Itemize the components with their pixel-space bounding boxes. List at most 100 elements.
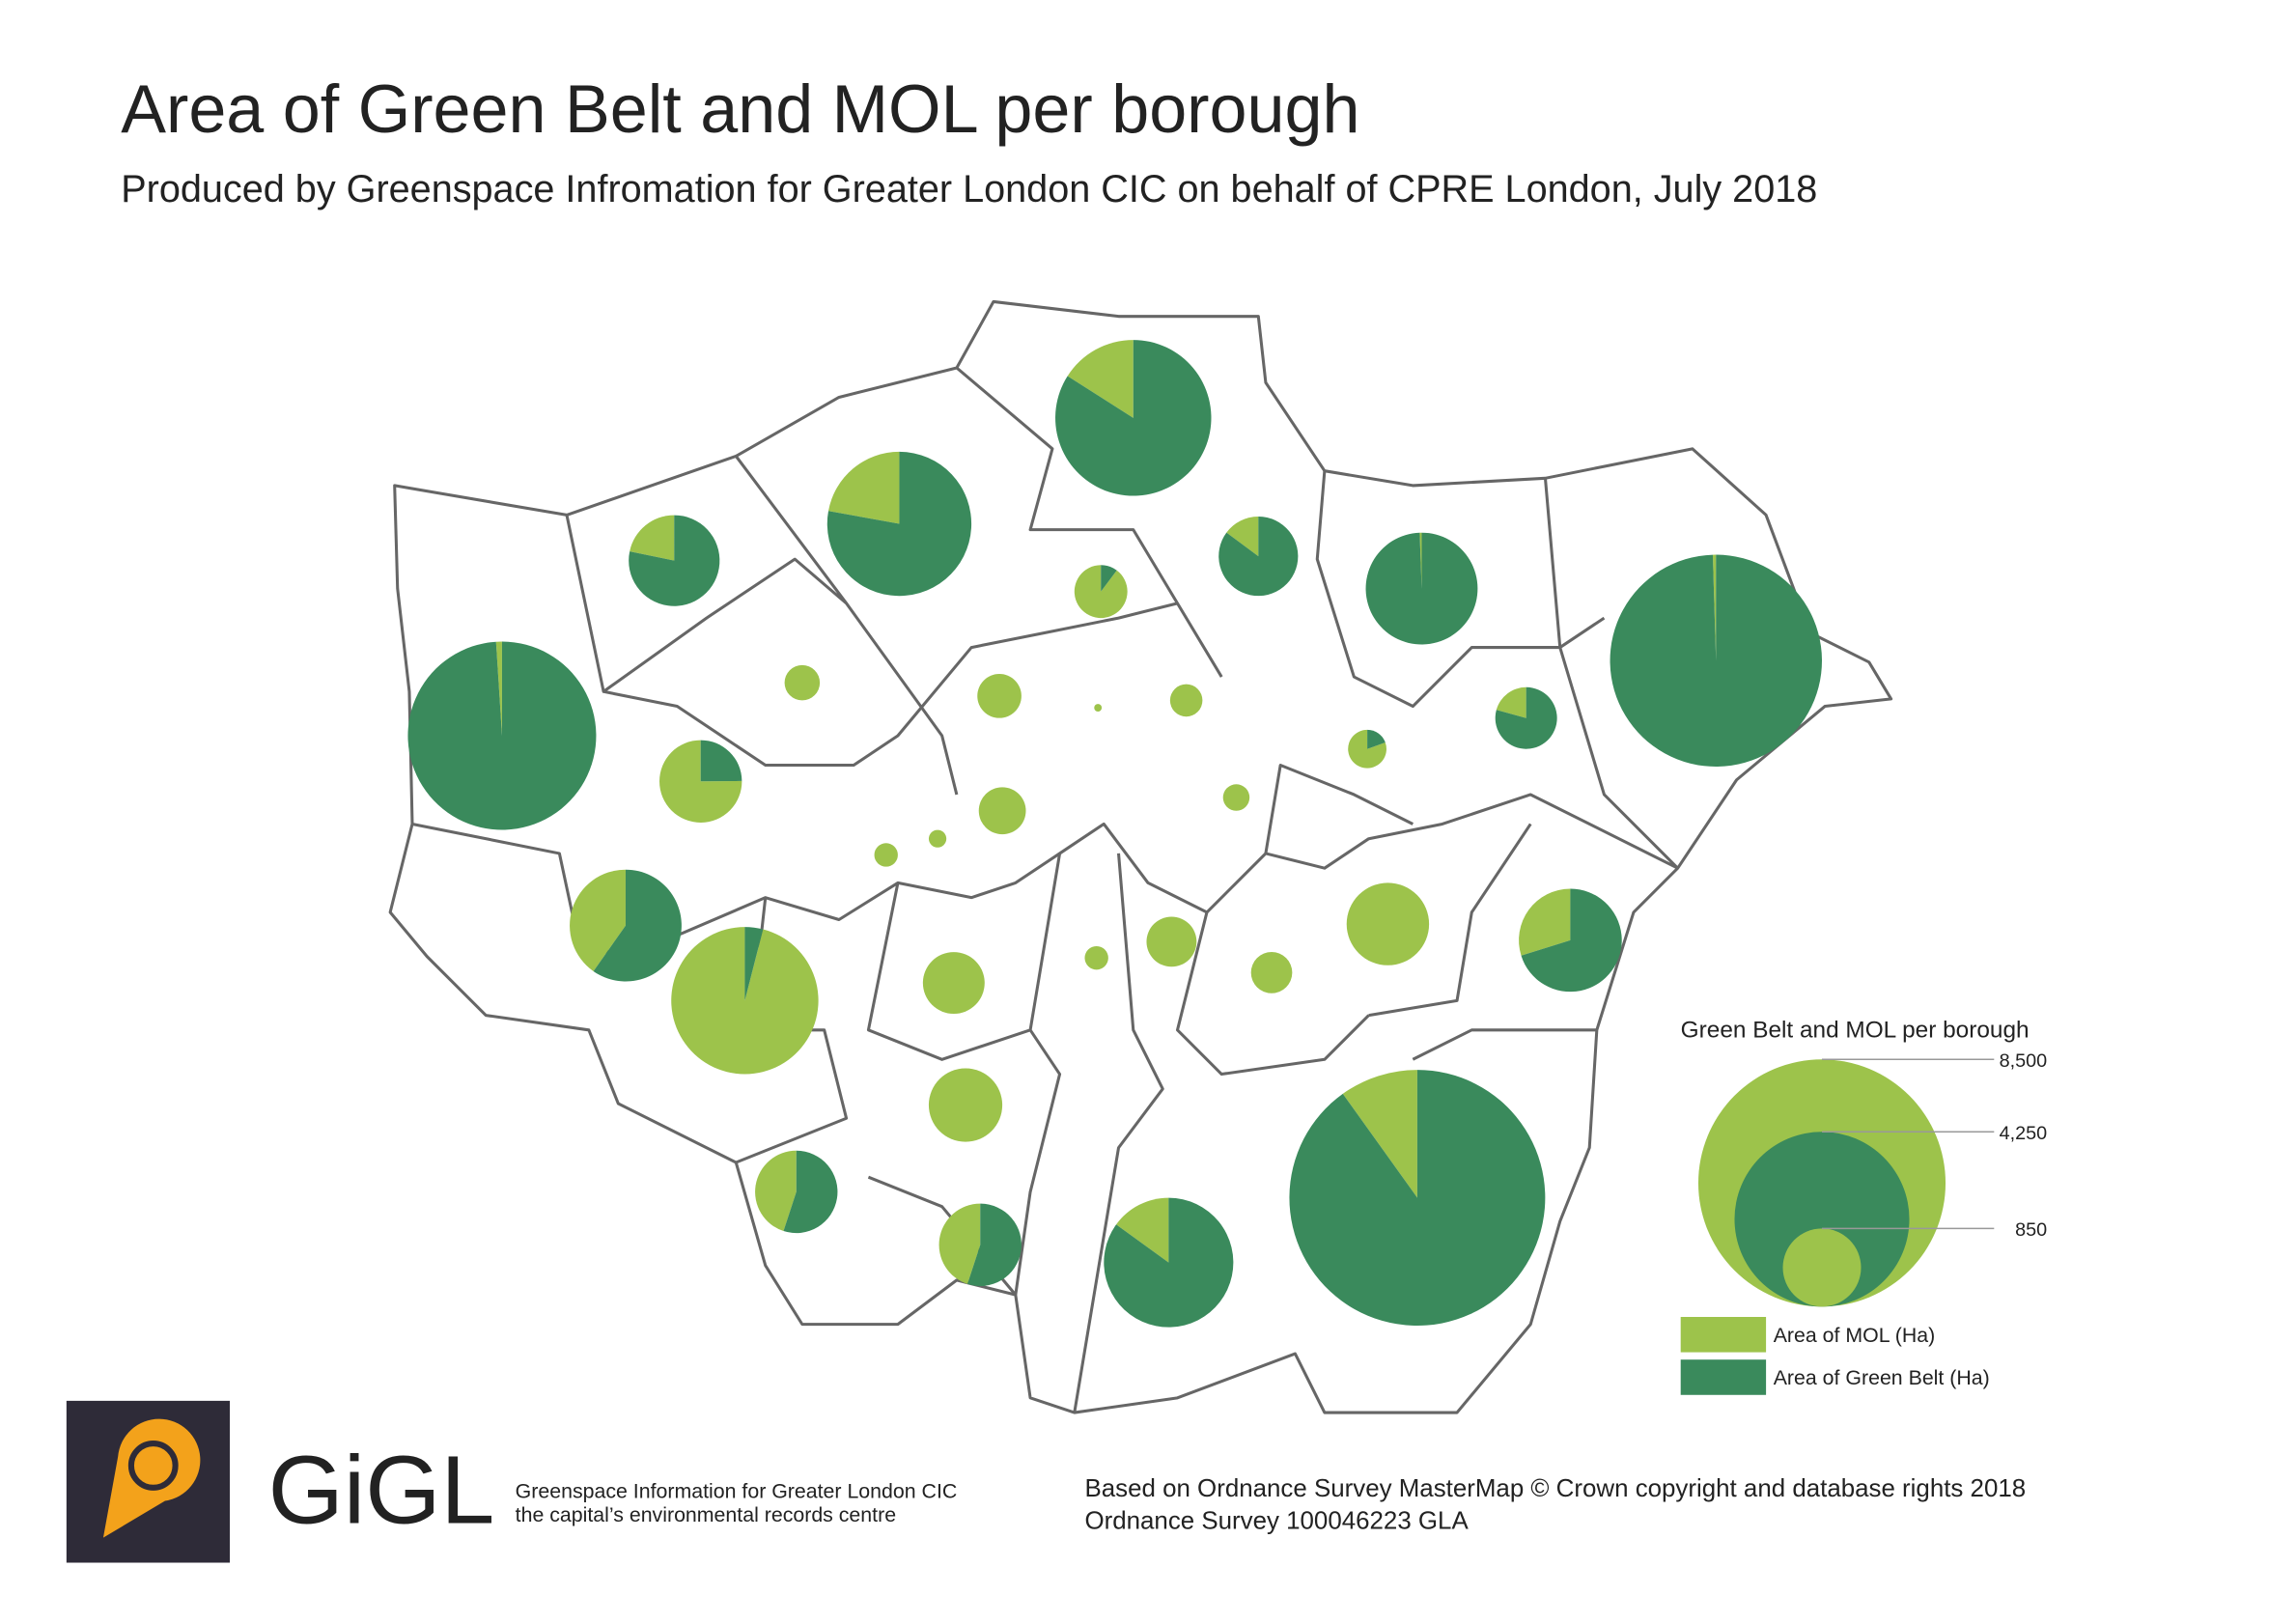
pie-slice <box>1289 1070 1546 1327</box>
borough-pie <box>978 787 1026 835</box>
pie-slice <box>1348 729 1386 769</box>
pie-slice <box>1521 888 1622 993</box>
pie-slice <box>671 927 819 1075</box>
logo-pin <box>102 1418 201 1538</box>
pie-slice <box>495 641 502 737</box>
pie-slice <box>1146 916 1197 967</box>
borough-pie <box>659 740 742 823</box>
river-thames <box>580 793 1679 959</box>
legend-swatch <box>1680 1359 1767 1395</box>
pie-slice <box>1495 686 1557 749</box>
pie-slice <box>1519 888 1571 956</box>
pie-slice <box>1074 565 1128 619</box>
borough-pie <box>1250 952 1293 993</box>
borough-boundaries <box>411 366 1679 1413</box>
pie-slice <box>1367 729 1386 749</box>
pie-slice <box>1101 565 1117 592</box>
pie-slice <box>922 952 985 1015</box>
borough-pie <box>570 869 682 982</box>
legend-size-label: 850 <box>2015 1219 2047 1241</box>
pie-slice <box>784 664 821 701</box>
pie-slice <box>755 1150 797 1232</box>
pie-slice <box>629 515 720 606</box>
credit-line: Based on Ordnance Survey MasterMap © Cro… <box>1084 1475 2026 1502</box>
borough-pie <box>1169 684 1203 717</box>
title: Area of Green Belt and MOL per borough <box>121 71 1359 147</box>
pie-slice <box>1496 686 1526 718</box>
pie-slice <box>1222 784 1250 811</box>
pie-slice <box>1226 517 1259 557</box>
borough-pie <box>1289 1070 1546 1327</box>
pie-slice <box>744 927 764 1001</box>
pie-slice <box>783 1150 838 1234</box>
pie-slice <box>1250 952 1293 993</box>
borough-pie <box>1055 340 1212 496</box>
logo-text: GiGL <box>268 1436 495 1544</box>
borough-pie <box>671 927 819 1075</box>
pie-slice <box>630 515 675 561</box>
borough-pie <box>1348 729 1386 769</box>
pie-slice <box>1365 532 1478 645</box>
logo-g <box>127 1441 179 1491</box>
legend-label: Area of MOL (Ha) <box>1774 1324 1936 1347</box>
org-name: Greenspace Information for Greater Londo… <box>516 1479 958 1502</box>
borough-pie <box>1104 1197 1234 1328</box>
borough-pie <box>1346 882 1430 965</box>
borough-pie <box>1222 784 1250 811</box>
borough-pie <box>1146 916 1197 967</box>
legend-size-label: 8,500 <box>2000 1050 2048 1072</box>
pie-slice <box>659 740 742 823</box>
pie-slice <box>1169 684 1203 717</box>
pie-slice <box>1084 945 1108 970</box>
legend-label: Area of Green Belt (Ha) <box>1774 1366 1990 1389</box>
borough-pie <box>874 843 898 867</box>
pie-slice <box>827 451 900 524</box>
borough-pie <box>1519 888 1622 993</box>
pie-slice <box>874 843 898 867</box>
pie-slice <box>1346 882 1430 965</box>
pie-slice <box>1094 704 1103 712</box>
pie-slice <box>1419 532 1422 589</box>
borough-pie <box>938 1203 1022 1287</box>
credit-line: Ordnance Survey 100046223 GLA <box>1084 1507 1469 1534</box>
pie-slice <box>1218 517 1299 597</box>
pie-slice <box>570 869 626 971</box>
borough-pie <box>928 829 947 848</box>
borough-pie <box>1084 945 1108 970</box>
legend-size-circle <box>1782 1228 1862 1307</box>
legend-size-label: 4,250 <box>2000 1123 2048 1144</box>
pie-slice <box>967 1203 1022 1287</box>
subtitle: Produced by Greenspace Infromation for G… <box>121 168 1817 210</box>
legend-size-circle <box>1734 1132 1910 1307</box>
pie-slice <box>1342 1070 1417 1198</box>
pie-slice <box>978 787 1026 835</box>
borough-pie <box>922 952 985 1015</box>
pie-slice <box>1055 340 1212 496</box>
borough-pie <box>1218 517 1299 597</box>
pie-slice <box>1067 340 1134 418</box>
pie-slice <box>928 1068 1003 1142</box>
borough-pie <box>1365 532 1478 645</box>
borough-pie <box>755 1150 838 1234</box>
pie-slice <box>1712 554 1717 661</box>
borough-pie <box>407 641 597 830</box>
pie-slice <box>938 1203 981 1284</box>
pie-slice <box>1104 1197 1234 1328</box>
borough-pie <box>977 674 1022 718</box>
pie-slice <box>977 674 1022 718</box>
org-tagline: the capital’s environmental records cent… <box>516 1503 896 1526</box>
legend-swatch <box>1680 1317 1767 1353</box>
borough-pie <box>826 451 972 597</box>
pie-slice <box>593 869 682 982</box>
pie-slice <box>1610 554 1823 768</box>
borough-pie <box>784 664 821 701</box>
borough-pie <box>1074 565 1128 619</box>
borough-pie <box>1495 686 1557 749</box>
borough-pie <box>928 1068 1003 1142</box>
pie-slice <box>826 451 972 597</box>
pie-slice <box>407 641 597 830</box>
borough-pie <box>629 515 720 606</box>
legend-title: Green Belt and MOL per borough <box>1681 1017 2030 1043</box>
pie-slice <box>1116 1197 1169 1263</box>
